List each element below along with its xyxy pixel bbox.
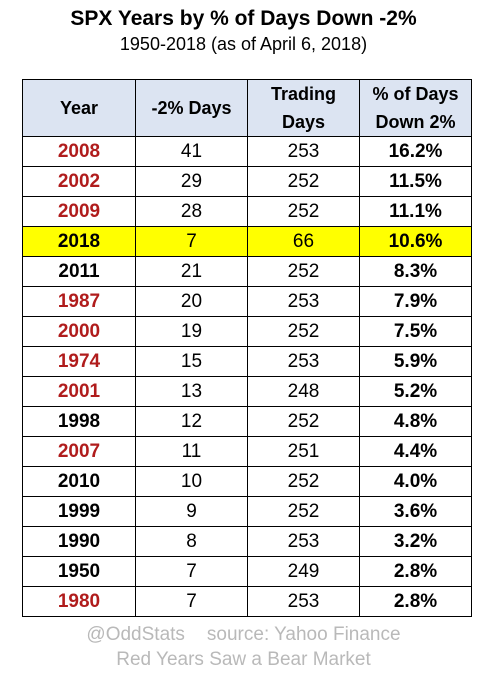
table-row: 2008 41 253 16.2% bbox=[22, 136, 472, 167]
down-days-cell: 21 bbox=[135, 256, 248, 287]
chart-subtitle: 1950-2018 (as of April 6, 2018) bbox=[119, 34, 368, 54]
year-cell: 2002 bbox=[22, 166, 136, 197]
pct-cell: 4.8% bbox=[359, 406, 472, 437]
header-pct-days: % of Days Down 2% bbox=[359, 79, 472, 137]
pct-cell: 10.6% bbox=[359, 226, 472, 257]
trading-days-cell: 249 bbox=[247, 556, 360, 587]
trading-days-cell: 66 bbox=[247, 226, 360, 257]
footer-credits: @OddStats source: Yahoo Finance bbox=[0, 623, 487, 647]
pct-cell: 5.9% bbox=[359, 346, 472, 377]
trading-days-cell: 253 bbox=[247, 286, 360, 317]
table-row: 1974 15 253 5.9% bbox=[22, 346, 472, 377]
pct-cell: 7.5% bbox=[359, 316, 472, 347]
table-row: 1987 20 253 7.9% bbox=[22, 286, 472, 317]
trading-days-cell: 252 bbox=[247, 496, 360, 527]
pct-cell: 8.3% bbox=[359, 256, 472, 287]
down-days-cell: 19 bbox=[135, 316, 248, 347]
header-trading-days-line1: Trading bbox=[270, 84, 336, 104]
year-cell: 1987 bbox=[22, 286, 136, 317]
pct-cell: 2.8% bbox=[359, 586, 472, 617]
header-down-days: -2% Days bbox=[135, 79, 248, 137]
down-days-cell: 29 bbox=[135, 166, 248, 197]
table-row: 2001 13 248 5.2% bbox=[22, 376, 472, 407]
table-row: 1980 7 253 2.8% bbox=[22, 586, 472, 617]
trading-days-cell: 252 bbox=[247, 406, 360, 437]
down-days-cell: 41 bbox=[135, 136, 248, 167]
footer-source: source: Yahoo Finance bbox=[206, 624, 401, 645]
trading-days-cell: 253 bbox=[247, 526, 360, 557]
pct-cell: 5.2% bbox=[359, 376, 472, 407]
pct-cell: 4.0% bbox=[359, 466, 472, 497]
year-cell: 2008 bbox=[22, 136, 136, 167]
table-row: 2000 19 252 7.5% bbox=[22, 316, 472, 347]
table-row: 1950 7 249 2.8% bbox=[22, 556, 472, 587]
down-days-cell: 28 bbox=[135, 196, 248, 227]
year-cell: 1999 bbox=[22, 496, 136, 527]
pct-cell: 11.1% bbox=[359, 196, 472, 227]
header-trading-days-line2: Days bbox=[281, 112, 326, 132]
down-days-cell: 9 bbox=[135, 496, 248, 527]
table-row: 1998 12 252 4.8% bbox=[22, 406, 472, 437]
pct-cell: 3.6% bbox=[359, 496, 472, 527]
down-days-cell: 11 bbox=[135, 436, 248, 467]
pct-cell: 11.5% bbox=[359, 166, 472, 197]
header-pct-days-line2: Down 2% bbox=[375, 112, 456, 132]
down-days-cell: 12 bbox=[135, 406, 248, 437]
pct-cell: 4.4% bbox=[359, 436, 472, 467]
year-cell: 2018 bbox=[22, 226, 136, 257]
year-cell: 1990 bbox=[22, 526, 136, 557]
pct-cell: 3.2% bbox=[359, 526, 472, 557]
header-pct-days-line1: % of Days bbox=[372, 84, 459, 104]
trading-days-cell: 253 bbox=[247, 136, 360, 167]
trading-days-cell: 252 bbox=[247, 196, 360, 227]
header-down-days-line1: -2% Days bbox=[151, 98, 232, 118]
pct-cell: 16.2% bbox=[359, 136, 472, 167]
footer-note: Red Years Saw a Bear Market bbox=[116, 649, 371, 670]
trading-days-cell: 252 bbox=[247, 256, 360, 287]
trading-days-cell: 252 bbox=[247, 316, 360, 347]
header-year-line1: Year bbox=[59, 98, 99, 118]
table-row: 2010 10 252 4.0% bbox=[22, 466, 472, 497]
year-cell: 2011 bbox=[22, 256, 136, 287]
year-cell: 2001 bbox=[22, 376, 136, 407]
table-row: 2018 7 66 10.6% bbox=[22, 226, 472, 257]
trading-days-cell: 253 bbox=[247, 586, 360, 617]
data-table: Year -2% Days Trading Days % of Days Down … bbox=[22, 79, 472, 617]
year-cell: 2009 bbox=[22, 196, 136, 227]
table-row: 1999 9 252 3.6% bbox=[22, 496, 472, 527]
year-cell: 2007 bbox=[22, 436, 136, 467]
down-days-cell: 7 bbox=[135, 226, 248, 257]
table-row: 2011 21 252 8.3% bbox=[22, 256, 472, 287]
trading-days-cell: 251 bbox=[247, 436, 360, 467]
trading-days-cell: 252 bbox=[247, 166, 360, 197]
year-cell: 1974 bbox=[22, 346, 136, 377]
year-cell: 1998 bbox=[22, 406, 136, 437]
table-row: 2002 29 252 11.5% bbox=[22, 166, 472, 197]
down-days-cell: 20 bbox=[135, 286, 248, 317]
year-cell: 1950 bbox=[22, 556, 136, 587]
header-row: Year -2% Days Trading Days % of Days Down … bbox=[22, 79, 472, 137]
trading-days-cell: 252 bbox=[247, 466, 360, 497]
down-days-cell: 7 bbox=[135, 586, 248, 617]
table-row: 1990 8 253 3.2% bbox=[22, 526, 472, 557]
year-cell: 1980 bbox=[22, 586, 136, 617]
trading-days-cell: 248 bbox=[247, 376, 360, 407]
table-row: 2009 28 252 11.1% bbox=[22, 196, 472, 227]
chart-title: SPX Years by % of Days Down -2% bbox=[70, 7, 417, 30]
down-days-cell: 13 bbox=[135, 376, 248, 407]
year-cell: 2010 bbox=[22, 466, 136, 497]
down-days-cell: 7 bbox=[135, 556, 248, 587]
header-year: Year bbox=[22, 79, 136, 137]
pct-cell: 2.8% bbox=[359, 556, 472, 587]
year-cell: 2000 bbox=[22, 316, 136, 347]
footer-handle: @OddStats bbox=[86, 624, 185, 645]
down-days-cell: 8 bbox=[135, 526, 248, 557]
table-row: 2007 11 251 4.4% bbox=[22, 436, 472, 467]
down-days-cell: 15 bbox=[135, 346, 248, 377]
pct-cell: 7.9% bbox=[359, 286, 472, 317]
down-days-cell: 10 bbox=[135, 466, 248, 497]
header-trading-days: Trading Days bbox=[247, 79, 360, 137]
trading-days-cell: 253 bbox=[247, 346, 360, 377]
